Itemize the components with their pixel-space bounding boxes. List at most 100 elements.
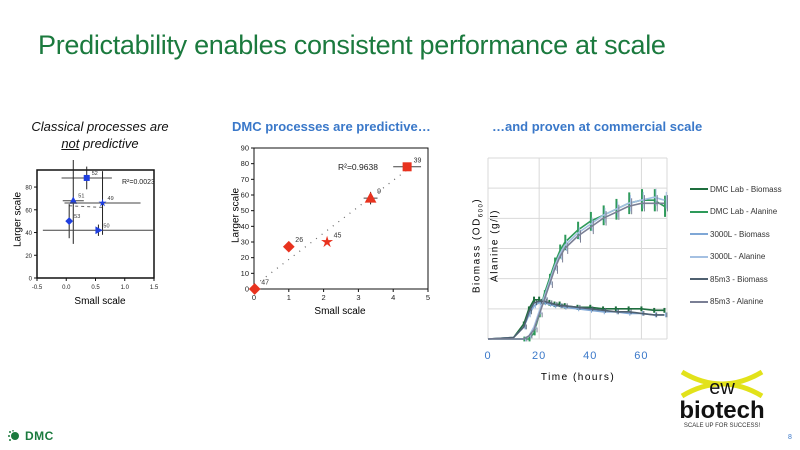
series-line-dmc-lab-biomass bbox=[487, 299, 665, 340]
slide-title: Predictability enables consistent perfor… bbox=[38, 30, 666, 60]
dmc-y-tick-label: 90 bbox=[241, 144, 249, 153]
legend-label: 3000L - Alanine bbox=[710, 252, 766, 262]
dmc-y-tick-label: 30 bbox=[241, 238, 249, 247]
legend-item: 85m3 - Alanine bbox=[690, 291, 782, 314]
classical-x-tick-label: 1.0 bbox=[121, 285, 130, 291]
commercial-x-axis-label: Time (hours) bbox=[540, 372, 616, 383]
classical-plot-frame bbox=[36, 169, 155, 279]
classical-r2-annotation: R²=0.0023 bbox=[122, 179, 155, 186]
dmc-x-tick-label: 4 bbox=[391, 293, 395, 302]
classical-y-tick-label: 60 bbox=[25, 208, 32, 214]
dmc-logo-text: DMC bbox=[25, 429, 54, 443]
classical-point-50 bbox=[95, 226, 103, 235]
dmc-point-label: 26 bbox=[295, 237, 303, 244]
y-label-alanine: Alanine (g/l) bbox=[489, 209, 501, 282]
classical-y-tick-label: 80 bbox=[25, 186, 32, 192]
y-label-close: ) bbox=[471, 197, 483, 203]
legend-item: 3000L - Alanine bbox=[690, 246, 782, 269]
x-tick-label: 40 bbox=[583, 350, 597, 362]
legend-item: 3000L - Biomass bbox=[690, 223, 782, 246]
classical-subtitle-rest: predictive bbox=[79, 136, 139, 151]
ewx-biotech-logo: ew biotech SCALE UP FOR SUCCESS! bbox=[679, 369, 765, 429]
classical-point-52 bbox=[83, 174, 90, 181]
dmc-point-9 bbox=[364, 191, 377, 203]
classical-x-tick-label: 0.5 bbox=[91, 285, 100, 291]
dmc-x-tick-label: 2 bbox=[322, 293, 326, 302]
legend-label: 3000L - Biomass bbox=[710, 229, 770, 239]
dmc-point-26 bbox=[282, 240, 295, 253]
classical-scatter-chart: -0.5 0.0 0.5 1.0 1.5 0 20 40 60 80 52 51 49 53 50 R²=0.… bbox=[25, 160, 159, 291]
legend-label: 85m3 - Biomass bbox=[710, 274, 768, 284]
dmc-point-label: 47 bbox=[261, 280, 269, 287]
classical-point-label: 51 bbox=[78, 194, 84, 200]
dmc-x-tick-label: 1 bbox=[287, 293, 291, 302]
legend-item: DMC Lab - Alanine bbox=[690, 201, 782, 224]
dmc-logo: DMC bbox=[8, 429, 54, 443]
dmc-r2-annotation: R²=0.9638 bbox=[338, 162, 378, 172]
legend-swatch bbox=[690, 188, 708, 191]
dmc-trendline bbox=[254, 169, 408, 286]
classical-y-tick-label: 20 bbox=[25, 254, 32, 260]
dmc-x-tick-label: 3 bbox=[356, 293, 360, 302]
classical-subtitle-line1: Classical processes are bbox=[31, 119, 169, 134]
x-tick-label: 20 bbox=[532, 350, 546, 362]
legend-label: 85m3 - Alanine bbox=[710, 297, 764, 307]
classical-x-tick-label: 0.0 bbox=[62, 285, 71, 291]
classical-point-label: 49 bbox=[108, 196, 114, 202]
dmc-x-axis-label: Small scale bbox=[314, 306, 366, 317]
classical-y-axis-label: Larger scale bbox=[12, 191, 24, 248]
classical-y-tick-label: 0 bbox=[29, 277, 33, 283]
dmc-y-tick-label: 70 bbox=[241, 175, 249, 184]
dmc-subtitle: DMC processes are predictive… bbox=[232, 119, 431, 134]
legend-swatch bbox=[690, 278, 708, 281]
classical-x-tick-label: 1.5 bbox=[150, 285, 159, 291]
commercial-subtitle: …and proven at commercial scale bbox=[492, 119, 703, 134]
dmc-point-label: 9 bbox=[377, 189, 381, 196]
dmc-y-tick-label: 10 bbox=[241, 269, 249, 278]
classical-point-49 bbox=[98, 198, 107, 207]
classical-x-axis-label: Small scale bbox=[74, 296, 126, 307]
y-label-sub: 600 bbox=[478, 202, 485, 218]
legend-label: DMC Lab - Alanine bbox=[710, 207, 778, 217]
dmc-y-tick-label: 20 bbox=[241, 253, 249, 262]
svg-text:ew: ew bbox=[709, 377, 735, 399]
series-line-dmc-lab-alanine bbox=[488, 199, 665, 340]
legend-label: DMC Lab - Biomass bbox=[710, 184, 782, 194]
dmc-y-tick-label: 80 bbox=[241, 159, 249, 168]
classical-point-label: 53 bbox=[74, 214, 80, 220]
dmc-y-tick-label: 60 bbox=[241, 191, 249, 200]
classical-x-tick-label: -0.5 bbox=[32, 285, 43, 291]
dmc-point-39 bbox=[402, 162, 412, 172]
classical-subtitle-not: not bbox=[61, 136, 80, 151]
classical-point-label: 52 bbox=[92, 171, 98, 177]
legend-swatch bbox=[690, 210, 708, 213]
classical-point-51 bbox=[69, 196, 78, 204]
dmc-plot-frame bbox=[253, 147, 429, 290]
classical-point-53 bbox=[65, 217, 74, 226]
series-line-85m3-biomass bbox=[487, 300, 665, 340]
legend-item: 85m3 - Biomass bbox=[690, 268, 782, 291]
dmc-point-45 bbox=[321, 235, 334, 248]
classical-subtitle: Classical processes are not predictive bbox=[20, 118, 180, 152]
dmc-x-tick-label: 0 bbox=[252, 293, 256, 302]
commercial-line-chart: 0 20 40 60 bbox=[484, 157, 668, 362]
dmc-point-label: 39 bbox=[414, 157, 422, 164]
commercial-y-axis-label: Biomass (OD600) Alanine (g/l) bbox=[471, 176, 502, 316]
dmc-point-47 bbox=[248, 283, 261, 295]
series-line-85m3-alanine bbox=[488, 202, 665, 340]
classical-y-tick-label: 40 bbox=[25, 231, 32, 237]
page-number: 8 bbox=[788, 434, 792, 441]
dmc-scatter-chart: 0 1 2 3 4 50102030405060708090472645939R²=0.9… bbox=[241, 144, 430, 303]
x-tick-label: 60 bbox=[634, 350, 648, 362]
dmc-logo-icon bbox=[8, 430, 19, 441]
dmc-point-label: 45 bbox=[334, 233, 342, 240]
classical-point-label: 50 bbox=[103, 223, 109, 229]
dmc-y-axis-label: Larger scale bbox=[230, 187, 242, 244]
x-tick-label: 0 bbox=[484, 350, 491, 362]
legend-swatch bbox=[690, 233, 708, 236]
dmc-y-tick-label: 0 bbox=[245, 285, 249, 294]
legend-swatch bbox=[690, 255, 708, 258]
svg-text:biotech: biotech bbox=[679, 397, 764, 424]
dmc-x-tick-label: 5 bbox=[426, 293, 430, 302]
dmc-y-tick-label: 40 bbox=[241, 222, 249, 231]
